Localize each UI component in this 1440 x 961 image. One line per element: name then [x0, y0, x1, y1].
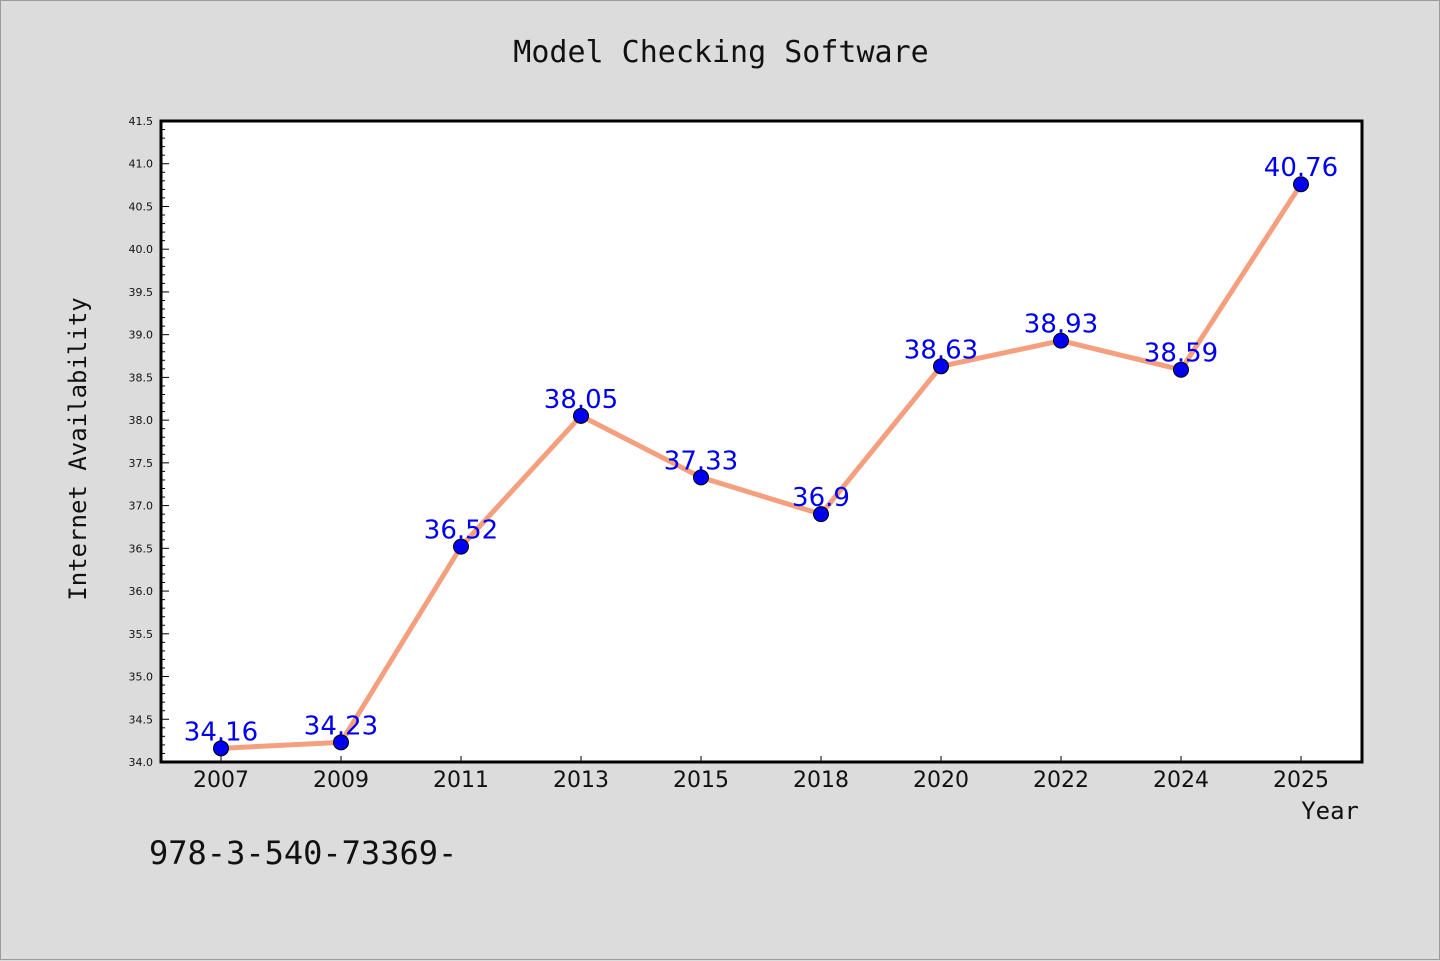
y-tick-label: 40.5 [129, 200, 154, 213]
y-tick-label: 34.0 [129, 756, 154, 769]
data-point [333, 734, 349, 751]
data-point [813, 506, 829, 523]
data-point [693, 469, 709, 486]
y-tick-label: 38.5 [129, 371, 154, 384]
data-point [1173, 361, 1189, 378]
data-label: 36.52 [424, 516, 498, 546]
data-label: 38.63 [904, 335, 978, 365]
data-label: 40.76 [1264, 153, 1338, 183]
x-tick-label: 2013 [553, 768, 609, 793]
data-label: 38.93 [1024, 310, 1098, 340]
data-point [1293, 176, 1309, 193]
data-label: 38.05 [544, 385, 618, 415]
y-tick-label: 38.0 [129, 414, 154, 427]
x-axis-label: Year [1301, 797, 1359, 825]
data-point [213, 740, 229, 757]
chart-title: Model Checking Software [513, 35, 929, 70]
data-label: 37.33 [664, 446, 738, 476]
y-tick-label: 39.0 [129, 329, 154, 342]
x-tick-label: 2020 [913, 768, 969, 793]
y-tick-label: 41.5 [129, 115, 154, 128]
y-tick-label: 37.0 [129, 500, 154, 513]
y-tick-label: 35.5 [129, 628, 154, 641]
y-tick-label: 36.0 [129, 585, 154, 598]
x-tick-label: 2015 [673, 768, 729, 793]
footnote-text: 978-3-540-73369- [149, 834, 458, 872]
y-tick-label: 41.0 [129, 158, 154, 171]
y-tick-label: 37.5 [129, 457, 154, 470]
data-point [453, 538, 469, 555]
data-label: 38.59 [1144, 339, 1218, 369]
x-tick-label: 2007 [193, 768, 249, 793]
x-tick-label: 2022 [1033, 768, 1089, 793]
x-tick-label: 2011 [433, 768, 489, 793]
x-tick-label: 2024 [1153, 768, 1209, 793]
y-tick-label: 40.0 [129, 243, 154, 256]
data-point [573, 407, 589, 424]
data-label: 34.16 [184, 717, 258, 747]
data-point [933, 358, 949, 375]
data-label: 36.9 [792, 483, 850, 513]
plot-frame [159, 119, 1364, 764]
x-tick-label: 2009 [313, 768, 369, 793]
data-point [1053, 332, 1069, 349]
plot-area [161, 121, 1362, 762]
y-tick-label: 35.0 [129, 671, 154, 684]
y-tick-label: 36.5 [129, 542, 154, 555]
x-tick-label: 2025 [1273, 768, 1329, 793]
y-tick-label: 39.5 [129, 286, 154, 299]
series-line [218, 181, 1304, 751]
data-label: 34.23 [304, 711, 378, 741]
x-tick-label: 2018 [793, 768, 849, 793]
y-tick-label: 34.5 [129, 713, 154, 726]
